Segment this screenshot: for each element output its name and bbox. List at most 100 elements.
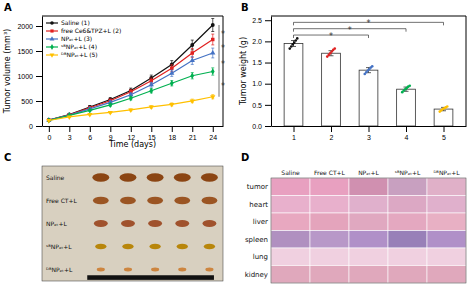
marker [87,113,92,118]
tick-label: 2 [330,134,334,141]
tick-label: 18 [168,134,176,141]
series-line [49,53,213,120]
marker [190,99,195,104]
marker [47,117,51,123]
tumor [120,197,136,205]
bar [284,44,303,127]
legend-item: ᴰᴮNPₑₜ+L (5) [46,51,98,58]
ruler [87,275,214,280]
marker [191,51,194,54]
dot [294,39,297,42]
x-axis: 03691215182124 [43,126,224,141]
cell [349,231,388,249]
marker [128,108,133,113]
error-bar [211,34,214,45]
marker [170,80,174,86]
cell [271,178,310,196]
cell [271,213,310,231]
tumor [175,220,189,227]
marker [108,111,113,116]
tick: 3 [68,126,72,141]
cell [271,196,310,214]
dot [296,37,299,40]
tick: 1000 [17,73,42,80]
tick: 0 [29,123,42,130]
tick-mark [294,126,295,132]
cell [310,266,349,284]
tick-label: 4 [405,134,409,141]
marker [88,107,92,113]
tumor [205,268,213,272]
plot-area [46,19,215,124]
tumor [202,220,216,227]
annotation: * [329,32,333,41]
tick-mark [69,126,70,132]
photo-background [42,166,223,281]
tick: 6 [88,126,92,141]
tick: 1.0 [252,80,271,87]
legend-label: ᴰᴮNPₑₜ+L (5) [61,51,98,58]
error-bar [170,81,173,86]
series-line [49,40,213,121]
annotation: * [221,44,225,53]
frame [271,178,466,283]
cell [427,231,466,249]
tumor [97,268,105,272]
marker [67,115,72,120]
tumor [95,244,106,250]
marker [108,102,112,108]
tumor [178,268,186,272]
error-bar-cap [150,75,153,76]
tick-label: 5 [442,134,446,141]
annotation: * [348,26,352,35]
column-label: NPₑₜ+L [358,169,379,176]
tick-label: 6 [88,134,92,141]
tick: 0.0 [252,123,271,130]
annotation: * [367,19,371,28]
panel-title: A [4,2,12,13]
tick-mark [265,126,271,127]
marker [169,103,174,108]
cell [271,248,310,266]
bar [322,53,341,126]
tumor [202,197,218,205]
error-bar-cap [191,64,194,65]
tumor [122,244,133,250]
dot [371,65,374,68]
cell [388,266,427,284]
row-label: kidney [245,271,268,279]
cell [349,196,388,214]
legend-marker [50,21,54,25]
series-line [49,97,213,121]
cell [427,248,466,266]
column-label: ˢᴮNPₑₜ+L [395,169,421,176]
series-line [49,25,213,120]
tick-label: 0.5 [252,102,262,109]
panel-title: B [241,2,249,13]
tick-label: 1000 [17,73,33,80]
cell [388,231,427,249]
tick-mark [265,105,271,106]
tick: 500 [21,98,42,105]
tumor [121,220,135,227]
marker [149,82,154,87]
axis-line [42,17,43,127]
tick-label: 2000 [17,23,33,30]
row-label: heart [249,201,268,209]
legend-line [46,30,58,31]
cell [310,248,349,266]
tick: 9 [109,126,113,141]
error-bar-cap [150,78,153,79]
legend-item: ˢᴮNPₑₜ+L (4) [46,43,97,50]
tick: 2.0 [252,38,271,45]
significance-bracket [219,40,220,54]
tick-label: 0.0 [252,123,262,130]
axis-line [466,16,467,126]
error-bar-cap [191,48,194,49]
tick-mark [265,84,271,85]
error-bar-cap [211,48,214,49]
error-bar [191,73,194,79]
row-label: ᴰᴮNPₑₜ+L [46,266,73,273]
tumor [174,173,191,181]
cell [388,213,427,231]
